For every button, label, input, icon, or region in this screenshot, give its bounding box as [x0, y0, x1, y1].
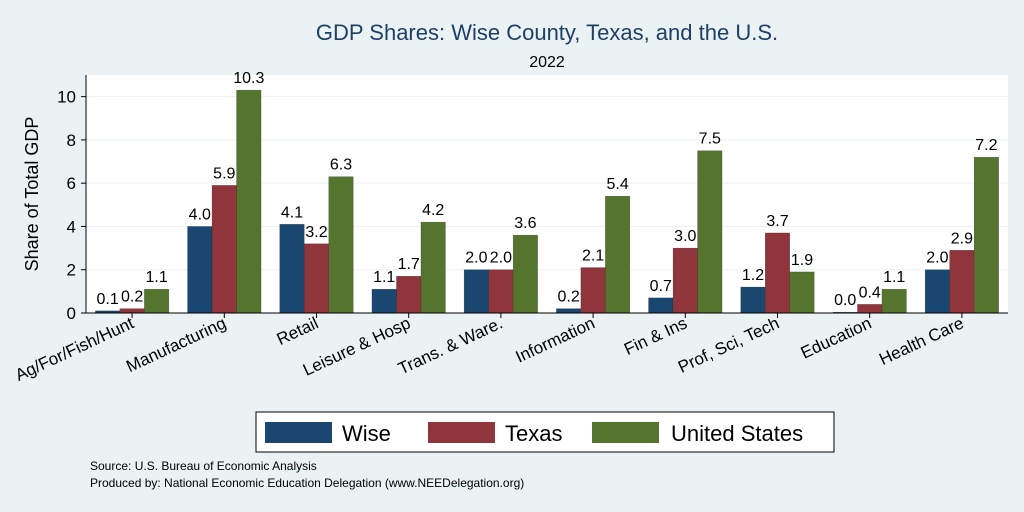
source-note: Source: U.S. Bureau of Economic Analysis [90, 459, 317, 473]
x-tick-label: Information [513, 313, 598, 366]
data-label: 4.1 [281, 204, 303, 221]
x-tick-label: Trans. & Ware. [395, 313, 505, 378]
data-label: 0.7 [650, 278, 672, 295]
bar-united-states [236, 89, 262, 314]
data-label: 7.2 [975, 137, 997, 154]
x-tick-label: Retail [274, 313, 321, 349]
y-tick-label: 6 [67, 174, 76, 193]
data-label: 1.2 [742, 267, 764, 284]
bar-texas [580, 267, 606, 314]
legend: Wise Texas United States [255, 411, 835, 453]
legend-swatch-united-states [592, 422, 659, 443]
legend-label: United States [671, 421, 803, 446]
bar-united-states [697, 150, 723, 314]
x-tick-label: Manufacturing [123, 313, 229, 376]
data-label: 5.4 [606, 176, 628, 193]
bar-united-states [789, 271, 815, 314]
bar-texas [211, 185, 237, 314]
bar-united-states [512, 234, 538, 314]
legend-swatch-wise [265, 422, 332, 443]
bar-united-states [144, 288, 170, 314]
bar-texas [119, 308, 145, 314]
legend-label: Wise [342, 421, 391, 446]
bar-wise [371, 288, 397, 314]
data-label: 2.0 [465, 250, 487, 267]
data-label: 5.9 [213, 165, 235, 182]
y-tick-label: 2 [67, 261, 76, 280]
data-label: 1.1 [145, 269, 167, 286]
chart-title: GDP Shares: Wise County, Texas, and the … [316, 20, 778, 45]
bar-texas [488, 269, 514, 314]
bar-wise [187, 226, 213, 314]
legend-label: Texas [505, 421, 562, 446]
data-label: 0.4 [859, 284, 881, 301]
x-tick-label: Education [798, 313, 875, 362]
y-tick-label: 10 [57, 88, 76, 107]
y-tick-label: 8 [67, 131, 76, 150]
data-label: 0.0 [834, 292, 856, 309]
data-label: 3.7 [766, 213, 788, 230]
bar-united-states [973, 156, 999, 314]
bar-wise [648, 297, 674, 314]
data-label: 3.0 [674, 228, 696, 245]
bar-texas [304, 243, 329, 314]
data-label: 6.3 [330, 157, 352, 174]
bar-united-states [605, 195, 631, 314]
bar-united-states [881, 288, 907, 314]
x-tick-label: Ag/For/Fish/Hunt [12, 313, 137, 385]
data-label: 2.0 [490, 250, 512, 267]
bar-wise [279, 224, 305, 314]
y-tick-label: 4 [67, 217, 76, 236]
data-label: 2.9 [951, 230, 973, 247]
data-label: 0.1 [96, 291, 118, 308]
chart-subtitle: 2022 [529, 54, 565, 71]
bar-united-states [420, 221, 446, 314]
y-tick-label: 0 [67, 304, 76, 323]
data-label: 1.7 [398, 256, 420, 273]
data-label: 2.0 [926, 250, 948, 267]
bar-texas [672, 247, 698, 314]
legend-box [255, 411, 835, 453]
bar-wise [740, 286, 766, 314]
data-label: 10.3 [233, 70, 264, 87]
data-label: 7.5 [699, 131, 721, 148]
data-label: 0.2 [557, 289, 579, 306]
data-label: 0.2 [121, 289, 143, 306]
bar-wise [556, 308, 582, 314]
bar-united-states [328, 176, 354, 314]
x-tick-label: Health Care [876, 313, 966, 369]
bar-texas [396, 275, 422, 314]
bar-wise [463, 269, 489, 314]
data-label: 2.1 [582, 248, 604, 265]
produced-by-note: Produced by: National Economic Education… [90, 476, 525, 490]
data-label: 3.6 [514, 215, 536, 232]
legend-swatch-texas [428, 422, 495, 443]
data-label: 4.0 [189, 206, 211, 223]
bar-texas [857, 304, 883, 314]
bar-texas [949, 250, 975, 314]
y-axis-label: Share of Total GDP [22, 117, 42, 272]
x-tick-label: Prof, Sci, Tech [675, 313, 782, 376]
data-label: 1.9 [791, 252, 813, 269]
bar-wise [924, 269, 950, 314]
data-label: 1.1 [883, 269, 905, 286]
data-label: 1.1 [373, 269, 395, 286]
data-label: 3.2 [305, 224, 327, 241]
data-label: 4.2 [422, 202, 444, 219]
x-tick-label: Fin & Ins [621, 313, 690, 359]
bar-texas [765, 232, 790, 314]
